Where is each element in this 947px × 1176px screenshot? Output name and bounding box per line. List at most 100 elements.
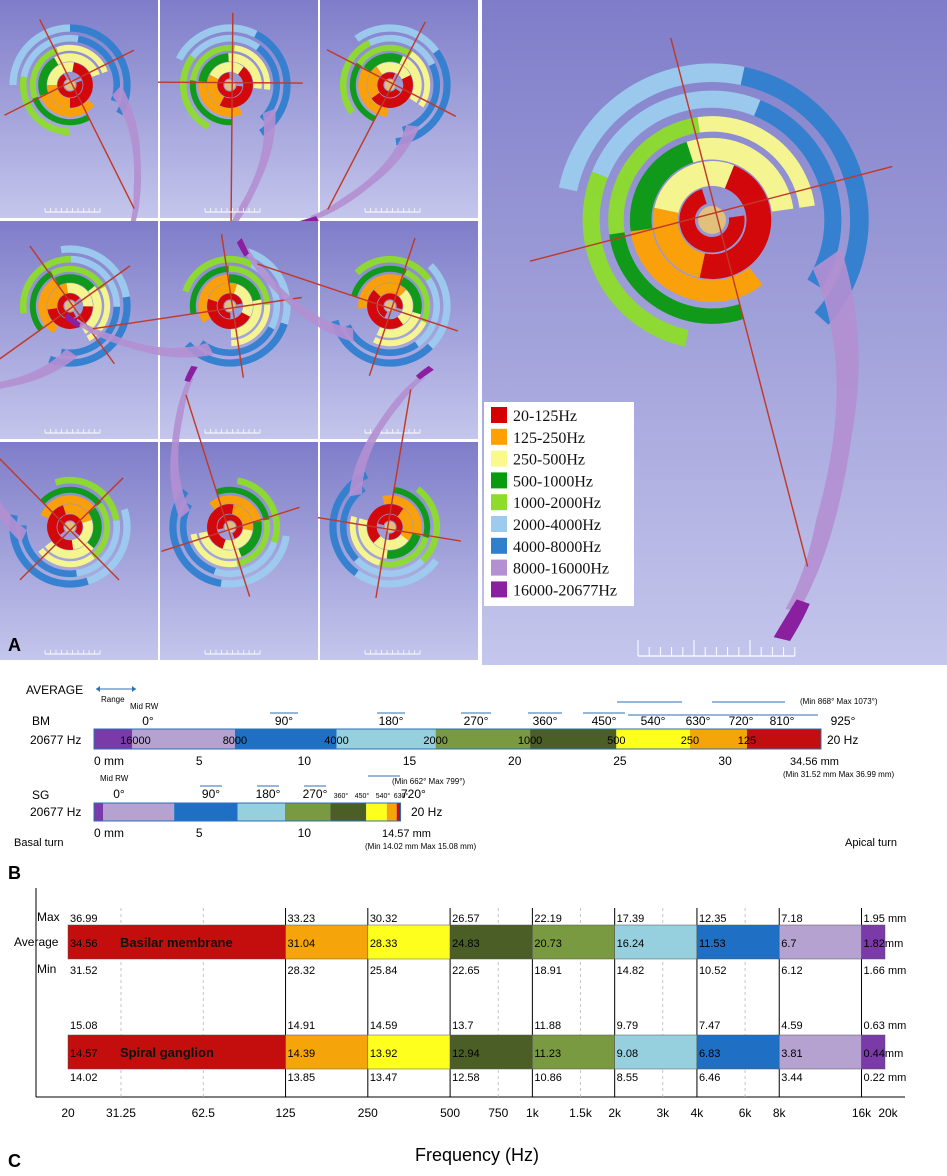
bm-max-value-8: 1.95 mm <box>864 913 907 925</box>
sg-avg-value-3: 12.94 <box>452 1048 480 1060</box>
bm-min-value-8: 1.66 mm <box>864 965 907 977</box>
apical-turn-label: Apical turn <box>845 837 897 849</box>
bm-max-value-7: 7.18 <box>781 913 802 925</box>
bm-bar-band-0 <box>67 924 286 960</box>
bm-avg-value-2: 28.33 <box>370 938 398 950</box>
cochlea-model-1 <box>157 12 303 251</box>
legend-label-6: 4000-8000Hz <box>513 539 601 556</box>
bm-bar-band-5 <box>614 924 698 960</box>
bm-angle-range: (Min 868° Max 1073°) <box>800 697 878 706</box>
panel-b-frequency-map: AVERAGE Range Mid RW 0° 90° 180° 270° 360° 45… <box>0 668 947 883</box>
sg-avg-value-6: 6.83 <box>699 1048 720 1060</box>
row-label-average: Average <box>14 935 59 949</box>
bm-angle-7: 630° <box>686 714 711 728</box>
bm-min-value-4: 18.91 <box>534 965 562 977</box>
cochlea-model-large <box>529 37 893 642</box>
bm-inside-freq-6: 250 <box>681 735 699 747</box>
sg-max-value-5: 9.79 <box>617 1020 638 1032</box>
bm-band-5 <box>530 729 617 749</box>
sg-row-label: SG <box>32 788 49 802</box>
bm-min-value-1: 28.32 <box>288 965 316 977</box>
legend-swatch-5 <box>491 516 507 532</box>
bm-bar-band-4 <box>532 924 615 960</box>
sg-max-value-6: 7.47 <box>699 1020 720 1032</box>
bm-min-value-2: 25.84 <box>370 965 398 977</box>
sg-angle-2: 180° <box>256 787 281 801</box>
sg-avg-value-0: 14.57 <box>70 1048 98 1060</box>
sg-max-value-7: 4.59 <box>781 1020 802 1032</box>
legend-label-3: 500-1000Hz <box>513 473 593 490</box>
bm-inside-freq-7: 125 <box>738 735 756 747</box>
sg-max-value-3: 13.7 <box>452 1020 473 1032</box>
bm-axis-tick-4: 20 <box>508 754 522 768</box>
row-label-max: Max <box>37 910 60 924</box>
cochlea-model-4 <box>64 234 302 378</box>
bm-axis-tick-2: 10 <box>298 754 312 768</box>
bm-avg-value-1: 31.04 <box>288 938 316 950</box>
legend-label-7: 8000-16000Hz <box>513 561 609 578</box>
bm-axis-tick-0: 0 mm <box>94 754 124 768</box>
cochlea-model-7 <box>161 365 300 597</box>
bm-band-7 <box>689 729 747 749</box>
sg-min-value-6: 6.46 <box>699 1072 720 1084</box>
bm-band-8 <box>746 729 821 749</box>
bm-avg-value-3: 24.83 <box>452 938 480 950</box>
sg-mid-rw: Mid RW <box>100 774 129 783</box>
bm-axis-tick-3: 15 <box>403 754 417 768</box>
bm-bar-band-3 <box>449 924 533 960</box>
sg-band-3 <box>237 803 286 821</box>
legend-swatch-3 <box>491 472 507 489</box>
sg-end-angle: 720° <box>401 787 426 801</box>
bm-avg-value-7: 6.7 <box>781 938 796 950</box>
legend-label-2: 250-500Hz <box>513 452 585 469</box>
bm-inside-freq-1: 8000 <box>223 735 247 747</box>
sg-bar-band-3 <box>449 1034 533 1070</box>
bm-axis-tick-5: 25 <box>613 754 627 768</box>
panel-c-letter: C <box>8 1151 21 1171</box>
x-tick-label-9: 2k <box>608 1106 622 1120</box>
sg-min-value-4: 10.86 <box>534 1072 562 1084</box>
sg-axis-tick-0: 0 mm <box>94 826 124 840</box>
bm-angle-5: 450° <box>592 714 617 728</box>
x-tick-label-4: 250 <box>358 1106 378 1120</box>
bm-bar-band-2 <box>367 924 451 960</box>
sg-bar-band-2 <box>367 1034 451 1070</box>
bm-series-name: Basilar membrane <box>120 935 233 950</box>
x-tick-label-15: 20k <box>878 1106 898 1120</box>
bm-row-label: BM <box>32 714 50 728</box>
bm-band-3 <box>336 729 436 749</box>
sg-left-freq: 20677 Hz <box>30 805 81 819</box>
sg-frequency-bar <box>93 802 401 822</box>
cochlea-render-grid: 20-125Hz 125-250Hz 250-500Hz 500-1000Hz 1000… <box>0 0 947 665</box>
bm-max-value-0: 36.99 <box>70 913 98 925</box>
sg-band-7 <box>386 803 397 821</box>
bm-axis-tick-1: 5 <box>196 754 203 768</box>
bm-min-value-5: 14.82 <box>617 965 645 977</box>
bm-inside-freq-5: 500 <box>607 735 625 747</box>
cochlea-model-5 <box>236 237 459 377</box>
panel-a-cochlea-renderings: 20-125Hz 125-250Hz 250-500Hz 500-1000Hz 1000… <box>0 0 947 665</box>
sg-bar-band-5 <box>614 1034 698 1070</box>
bm-angle-1: 90° <box>275 714 293 728</box>
sg-max-value-0: 15.08 <box>70 1020 98 1032</box>
bm-avg-value-5: 16.24 <box>617 938 645 950</box>
sg-band-5 <box>330 803 367 821</box>
x-tick-label-7: 1k <box>526 1106 540 1120</box>
bm-inside-freq-0: 16000 <box>120 735 151 747</box>
x-tick-label-13: 8k <box>773 1106 787 1120</box>
sg-min-value-8: 0.22 mm <box>864 1072 907 1084</box>
x-tick-label-5: 500 <box>440 1106 460 1120</box>
sg-band-6 <box>366 803 387 821</box>
sg-avg-value-7: 3.81 <box>781 1048 802 1060</box>
sg-avg-value-5: 9.08 <box>617 1048 638 1060</box>
legend-label-0: 20-125Hz <box>513 408 577 425</box>
sg-end-range: (Min 14.02 mm Max 15.08 mm) <box>365 842 476 851</box>
basal-turn-label: Basal turn <box>14 837 64 849</box>
bm-avg-value-4: 20.73 <box>534 938 562 950</box>
sg-max-value-8: 0.63 mm <box>864 1020 907 1032</box>
bm-bar-band-7 <box>778 924 862 960</box>
sg-axis-tick-1: 5 <box>196 826 203 840</box>
sg-angle-7: 630° <box>394 792 409 800</box>
bm-angle-2: 180° <box>379 714 404 728</box>
sg-band-0 <box>94 803 104 821</box>
